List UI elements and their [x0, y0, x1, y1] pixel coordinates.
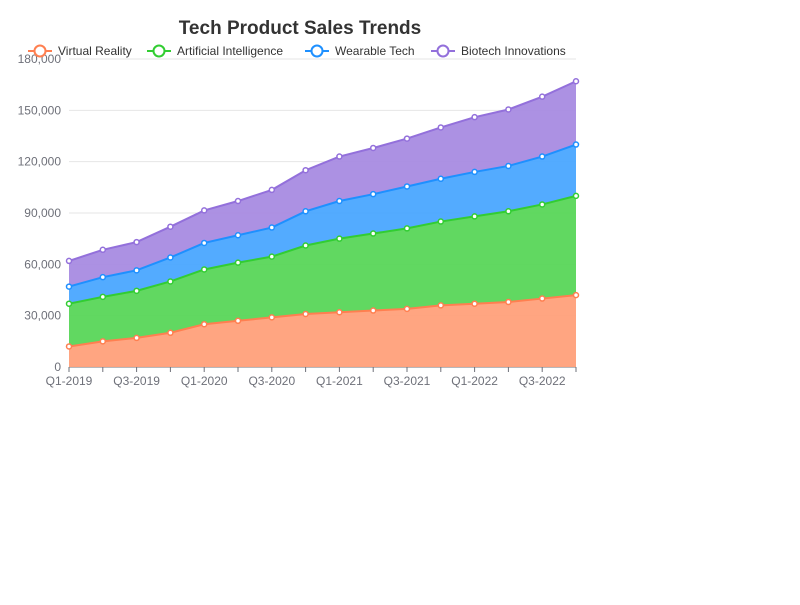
data-point-virtual-reality[interactable]	[99, 338, 107, 345]
data-point-virtual-reality[interactable]	[268, 314, 276, 321]
data-point-wearable-tech[interactable]	[572, 141, 580, 148]
x-tick-label: Q3-2022	[519, 374, 566, 388]
x-tick-label: Q3-2021	[384, 374, 431, 388]
data-point-artificial-intelligence[interactable]	[505, 208, 512, 215]
legend-item-label[interactable]: Virtual Reality	[58, 44, 132, 58]
data-point-virtual-reality[interactable]	[302, 310, 309, 318]
series-line-artificial-intelligence	[68, 194, 577, 305]
data-point-biotech-innovations[interactable]	[437, 124, 445, 131]
data-point-wearable-tech[interactable]	[167, 254, 174, 261]
x-tick-label: Q3-2020	[248, 374, 295, 388]
data-point-virtual-reality[interactable]	[471, 300, 478, 307]
legend-symbol[interactable]	[310, 44, 324, 58]
x-tick-label: Q1-2019	[46, 374, 93, 388]
x-tick-label: Q1-2021	[316, 374, 363, 388]
data-point-wearable-tech[interactable]	[234, 231, 242, 239]
data-point-artificial-intelligence[interactable]	[572, 192, 580, 200]
legend-symbol[interactable]	[152, 44, 166, 58]
data-point-virtual-reality[interactable]	[403, 305, 411, 313]
data-point-virtual-reality[interactable]	[505, 298, 512, 306]
data-point-wearable-tech[interactable]	[505, 162, 512, 170]
data-point-wearable-tech[interactable]	[437, 175, 445, 183]
area-biotech-innovations	[69, 81, 576, 287]
area-artificial-intelligence	[69, 195, 576, 347]
legend-symbol[interactable]	[436, 44, 450, 58]
data-point-virtual-reality[interactable]	[437, 302, 445, 309]
data-point-wearable-tech[interactable]	[538, 153, 546, 160]
data-point-virtual-reality[interactable]	[572, 291, 580, 299]
series-line-wearable-tech	[68, 143, 577, 288]
legend-item-label[interactable]: Artificial Intelligence	[177, 44, 283, 58]
data-point-wearable-tech[interactable]	[99, 273, 107, 281]
y-tick-label: 120,000	[18, 155, 62, 169]
data-point-artificial-intelligence[interactable]	[403, 225, 411, 232]
data-point-virtual-reality[interactable]	[369, 307, 377, 314]
data-point-virtual-reality[interactable]	[65, 343, 73, 350]
data-point-virtual-reality[interactable]	[167, 329, 174, 337]
data-point-artificial-intelligence[interactable]	[99, 293, 107, 301]
data-point-artificial-intelligence[interactable]	[336, 235, 343, 242]
data-point-virtual-reality[interactable]	[336, 308, 343, 316]
data-point-artificial-intelligence[interactable]	[538, 201, 546, 208]
y-tick-label: 150,000	[18, 103, 62, 117]
data-point-wearable-tech[interactable]	[471, 168, 478, 176]
data-point-artificial-intelligence[interactable]	[133, 287, 140, 295]
data-point-wearable-tech[interactable]	[369, 190, 377, 198]
data-point-virtual-reality[interactable]	[133, 334, 140, 342]
data-point-artificial-intelligence[interactable]	[234, 259, 242, 266]
data-point-virtual-reality[interactable]	[234, 317, 242, 325]
legend-symbol[interactable]	[33, 44, 47, 58]
series-line-virtual-reality	[68, 294, 577, 348]
data-point-biotech-innovations[interactable]	[200, 207, 208, 214]
data-point-biotech-innovations[interactable]	[133, 238, 140, 246]
x-tick-label: Q1-2022	[451, 374, 498, 388]
data-point-artificial-intelligence[interactable]	[268, 253, 276, 260]
series-line-biotech-innovations	[68, 80, 577, 262]
data-point-biotech-innovations[interactable]	[538, 93, 546, 100]
data-point-artificial-intelligence[interactable]	[302, 242, 309, 249]
data-point-artificial-intelligence[interactable]	[65, 300, 73, 307]
data-point-virtual-reality[interactable]	[200, 320, 208, 328]
data-point-biotech-innovations[interactable]	[369, 144, 377, 152]
data-point-artificial-intelligence[interactable]	[369, 230, 377, 237]
data-point-biotech-innovations[interactable]	[268, 186, 276, 194]
chart-title: Tech Product Sales Trends	[178, 18, 422, 39]
data-point-biotech-innovations[interactable]	[403, 135, 411, 142]
data-point-virtual-reality[interactable]	[538, 295, 546, 302]
data-point-wearable-tech[interactable]	[133, 267, 140, 274]
x-tick-label: Q1-2020	[181, 374, 228, 388]
data-point-biotech-innovations[interactable]	[167, 223, 174, 230]
data-point-wearable-tech[interactable]	[200, 239, 208, 247]
area-virtual-reality	[69, 295, 576, 367]
data-point-wearable-tech[interactable]	[336, 197, 343, 205]
x-tick-label: Q3-2019	[113, 374, 160, 388]
data-point-biotech-innovations[interactable]	[336, 153, 343, 160]
y-tick-label: 180,000	[18, 52, 62, 66]
data-point-artificial-intelligence[interactable]	[167, 278, 174, 285]
data-point-wearable-tech[interactable]	[268, 224, 276, 231]
data-point-artificial-intelligence[interactable]	[437, 218, 445, 225]
data-point-biotech-innovations[interactable]	[65, 257, 73, 265]
y-tick-label: 0	[54, 360, 61, 374]
legend-item-label[interactable]: Biotech Innovations	[461, 44, 566, 58]
data-point-biotech-innovations[interactable]	[471, 113, 478, 121]
data-point-biotech-innovations[interactable]	[505, 106, 512, 113]
y-tick-label: 90,000	[24, 206, 61, 220]
legend-item-label[interactable]: Wearable Tech	[335, 44, 415, 58]
y-tick-label: 60,000	[24, 257, 61, 271]
data-point-wearable-tech[interactable]	[65, 283, 73, 290]
data-point-artificial-intelligence[interactable]	[200, 266, 208, 273]
area-wearable-tech	[69, 144, 576, 304]
data-point-biotech-innovations[interactable]	[572, 77, 580, 85]
data-point-wearable-tech[interactable]	[403, 183, 411, 190]
data-point-biotech-innovations[interactable]	[234, 197, 242, 205]
data-point-artificial-intelligence[interactable]	[471, 213, 478, 220]
data-point-wearable-tech[interactable]	[302, 208, 309, 215]
y-tick-label: 30,000	[24, 309, 61, 323]
data-point-biotech-innovations[interactable]	[302, 166, 309, 174]
data-point-biotech-innovations[interactable]	[99, 246, 107, 254]
